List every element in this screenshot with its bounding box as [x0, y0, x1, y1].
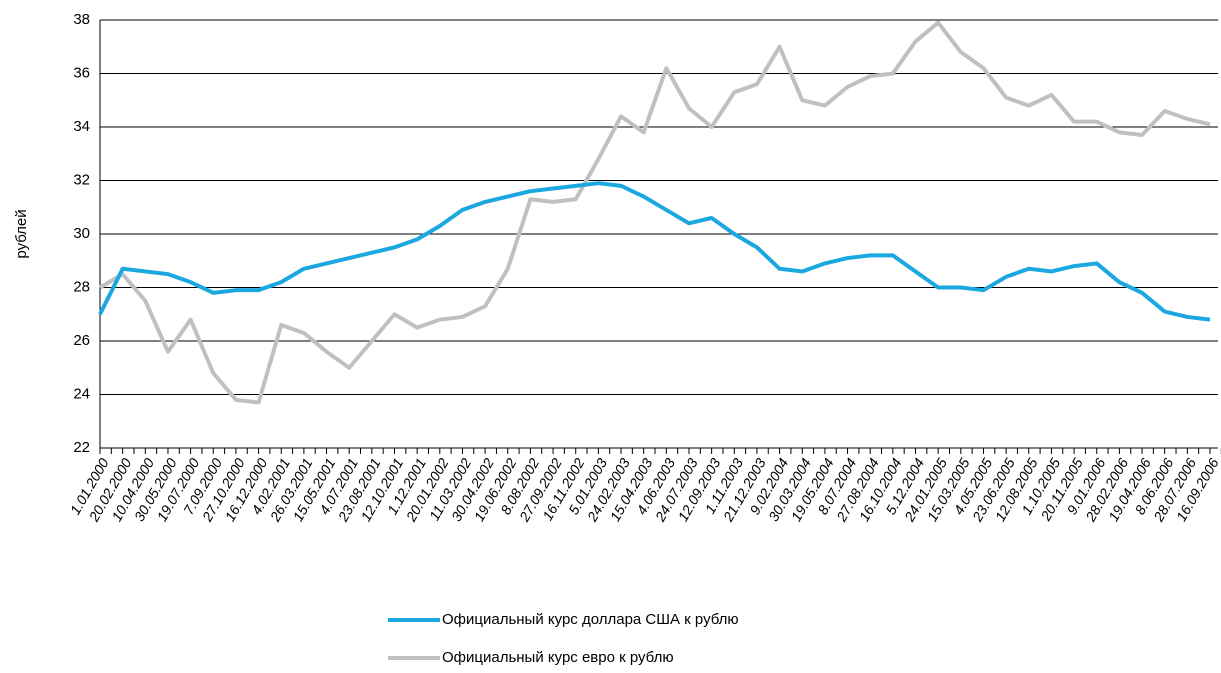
y-tick-label: 24: [73, 385, 90, 402]
legend-label: Официальный курс доллара США к рублю: [442, 611, 739, 628]
y-axis-label: рублей: [13, 209, 30, 258]
y-tick-label: 36: [73, 64, 90, 81]
y-tick-label: 30: [73, 225, 90, 242]
series-line: [98, 20, 1211, 405]
y-tick-label: 38: [73, 11, 90, 28]
y-tick-label: 28: [73, 278, 90, 295]
legend-label: Официальный курс евро к рублю: [442, 649, 674, 666]
series-line: [98, 181, 1211, 322]
y-tick-label: 26: [73, 332, 90, 349]
y-tick-label: 22: [73, 439, 90, 456]
y-tick-label: 32: [73, 171, 90, 188]
y-tick-label: 34: [73, 118, 90, 135]
